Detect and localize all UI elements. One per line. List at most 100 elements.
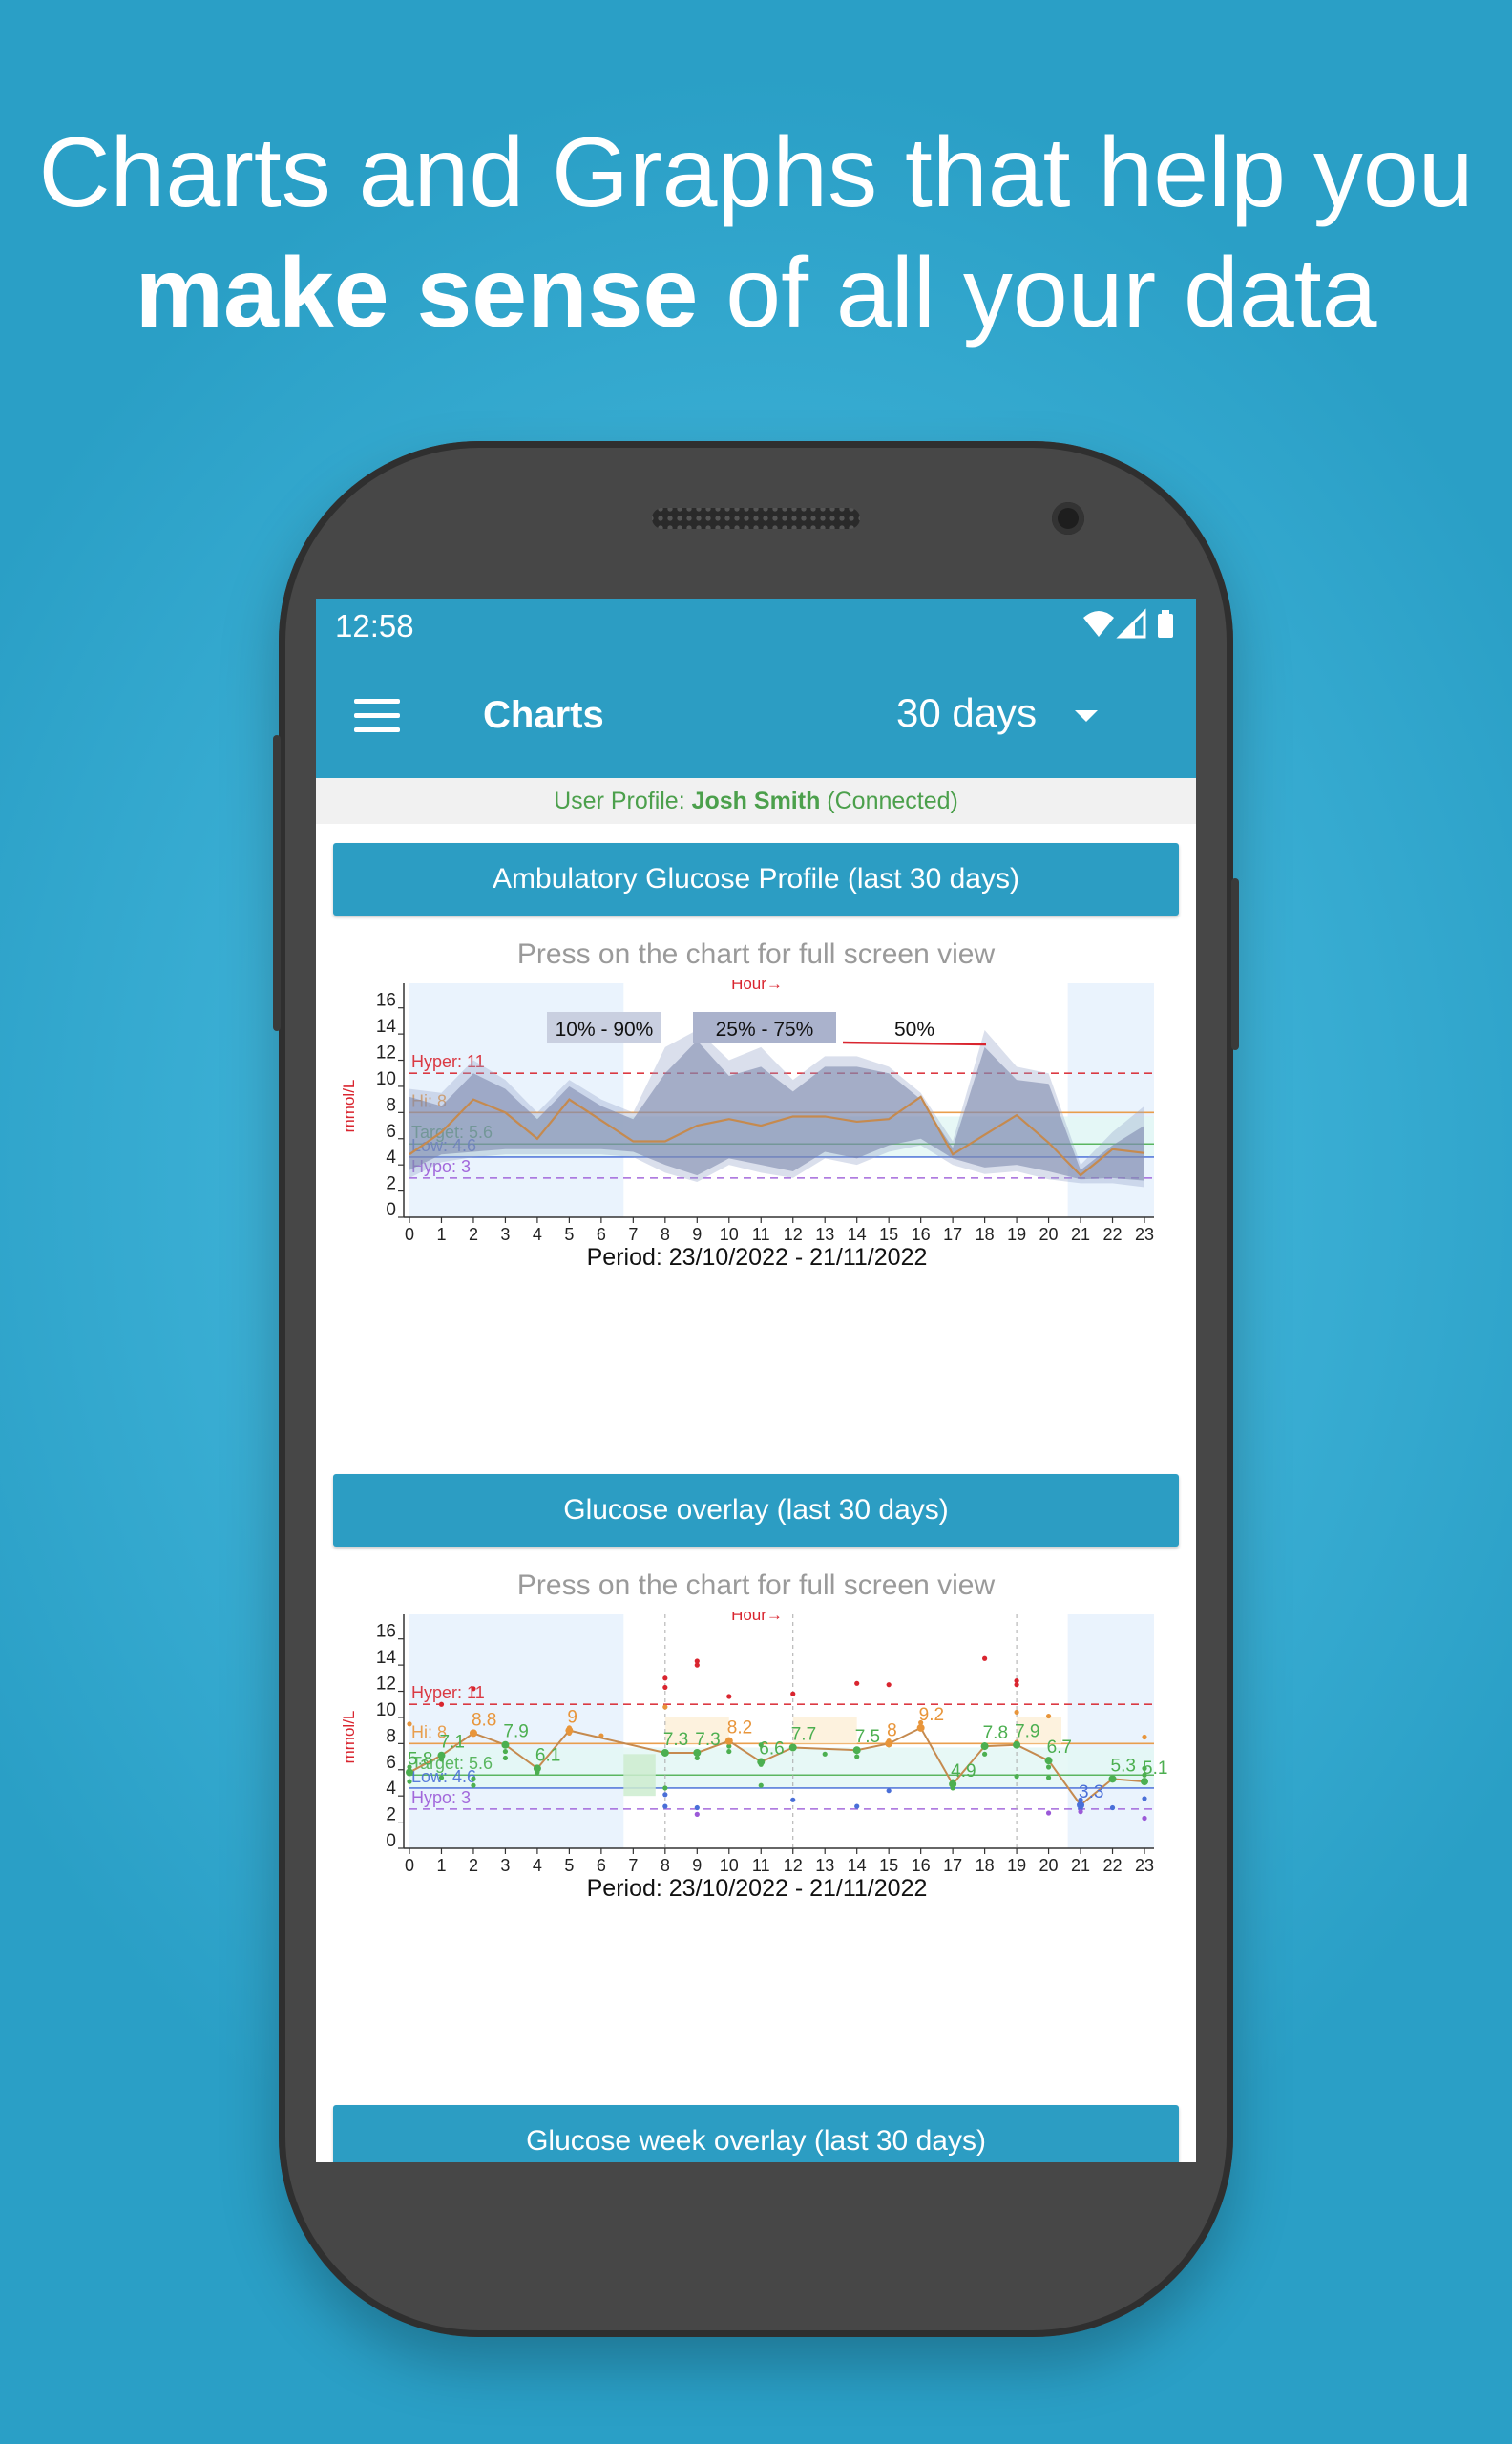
- agp-x-tick-label: 22: [1103, 1225, 1123, 1244]
- agp-x-tick-label: 1: [436, 1225, 446, 1244]
- overlay-data-point: [502, 1755, 509, 1761]
- overlay-y-tick-label: 8: [386, 1726, 396, 1746]
- agp-x-tick-label: 17: [943, 1225, 962, 1244]
- phone-side-button-right: [1231, 878, 1239, 1050]
- overlay-average-label: 7.8: [983, 1723, 1008, 1743]
- overlay-data-point: [1078, 1797, 1083, 1802]
- overlay-data-point: [1014, 1774, 1019, 1780]
- agp-x-tick-label: 20: [1040, 1225, 1059, 1244]
- overlay-average-point: [949, 1780, 957, 1788]
- overlay-average-point: [916, 1723, 925, 1732]
- overlay-data-point: [854, 1754, 860, 1759]
- overlay-x-tick-label: 16: [912, 1856, 931, 1875]
- overlay-average-label: 9: [567, 1708, 578, 1728]
- overlay-average-point: [1108, 1775, 1117, 1783]
- agp-x-tick-label: 13: [815, 1225, 834, 1244]
- overlay-average-point: [1141, 1778, 1148, 1786]
- overlay-data-point: [758, 1782, 764, 1788]
- agp-legend-line: [842, 1041, 987, 1046]
- agp-x-tick-label: 19: [1007, 1225, 1026, 1244]
- headline-line-1: Charts and Graphs that help you: [38, 117, 1474, 228]
- agp-y-tick-label: 4: [386, 1148, 396, 1168]
- overlay-average-label: 7.9: [503, 1722, 528, 1742]
- agp-period-label: Period: 23/10/2022 - 21/11/2022: [587, 1244, 928, 1271]
- agp-y-tick-label: 6: [386, 1122, 396, 1142]
- status-bar: 12:58: [316, 599, 1196, 656]
- overlay-average-point: [852, 1746, 861, 1755]
- overlay-data-point: [502, 1748, 509, 1755]
- battery-icon: [1158, 614, 1173, 638]
- agp-section-button[interactable]: Ambulatory Glucose Profile (last 30 days…: [333, 843, 1179, 916]
- overlay-x-tick-label: 14: [848, 1856, 867, 1875]
- agp-x-tick-label: 6: [597, 1225, 606, 1244]
- overlay-data-point: [1045, 1713, 1052, 1719]
- agp-x-tick-label: 18: [976, 1225, 995, 1244]
- app-bar: Charts 30 days: [316, 656, 1196, 778]
- overlay-data-point: [1109, 1804, 1116, 1811]
- overlay-average-label: 5.8: [408, 1750, 432, 1770]
- overlay-y-tick-label: 12: [376, 1675, 396, 1695]
- signal-fill: [1120, 622, 1135, 637]
- overlay-x-tick-label: 0: [405, 1856, 414, 1875]
- agp-y-tick-label: 10: [376, 1069, 396, 1089]
- menu-icon[interactable]: [354, 699, 400, 733]
- agp-x-tick-label: 9: [692, 1225, 702, 1244]
- week-overlay-section-button[interactable]: Glucose week overlay (last 30 days): [333, 2105, 1179, 2162]
- agp-x-axis-label: Hour→: [731, 980, 783, 993]
- profile-status: (Connected): [820, 788, 958, 814]
- overlay-x-tick-label: 13: [815, 1856, 834, 1875]
- overlay-average-label: 7.3: [695, 1730, 720, 1750]
- overlay-data-point: [662, 1785, 668, 1791]
- page-title: Charts: [483, 694, 604, 736]
- agp-x-tick-label: 2: [469, 1225, 478, 1244]
- agp-y-tick-label: 2: [386, 1174, 396, 1194]
- overlay-data-point: [662, 1704, 668, 1710]
- agp-x-tick-label: 5: [564, 1225, 574, 1244]
- overlay-x-tick-label: 5: [564, 1856, 574, 1875]
- agp-legend-swatch: [547, 1012, 662, 1043]
- overlay-x-tick-label: 12: [784, 1856, 803, 1875]
- overlay-x-tick-label: 1: [436, 1856, 446, 1875]
- agp-x-tick-label: 10: [720, 1225, 739, 1244]
- overlay-average-label: 8: [887, 1720, 897, 1740]
- agp-y-tick-label: 8: [386, 1095, 396, 1115]
- overlay-average-label: 8.2: [727, 1718, 752, 1738]
- overlay-section-button[interactable]: Glucose overlay (last 30 days): [333, 1474, 1179, 1547]
- agp-legend-label: 10% - 90%: [556, 1019, 654, 1041]
- overlay-average-point: [980, 1742, 989, 1751]
- overlay-threshold-label: Hi: 8: [411, 1722, 447, 1741]
- overlay-data-point: [407, 1764, 412, 1770]
- overlay-data-point: [1045, 1775, 1052, 1780]
- overlay-data-point: [982, 1751, 988, 1757]
- overlay-data-point: [854, 1803, 860, 1809]
- overlay-data-point: [694, 1662, 700, 1668]
- overlay-data-point: [886, 1788, 892, 1794]
- screen: 12:58 Charts 30 days User Profile: Josh …: [316, 599, 1196, 2162]
- agp-x-tick-label: 14: [848, 1225, 867, 1244]
- overlay-x-tick-label: 11: [752, 1856, 770, 1875]
- phone-camera: [1052, 502, 1084, 535]
- overlay-x-tick-label: 23: [1135, 1856, 1154, 1875]
- overlay-data-point: [1142, 1815, 1147, 1822]
- overlay-average-point: [693, 1748, 702, 1757]
- overlay-x-tick-label: 9: [692, 1856, 702, 1875]
- overlay-average-point: [565, 1726, 574, 1735]
- overlay-average-label: 7.5: [855, 1727, 880, 1747]
- agp-y-axis-label: mmol/L: [340, 1080, 358, 1133]
- overlay-x-tick-label: 8: [661, 1856, 670, 1875]
- overlay-data-point: [758, 1742, 764, 1748]
- profile-name: Josh Smith: [691, 788, 821, 814]
- agp-x-tick-label: 21: [1071, 1225, 1090, 1244]
- overlay-x-tick-label: 4: [533, 1856, 542, 1875]
- status-time: 12:58: [335, 608, 414, 643]
- overlay-average-point: [469, 1729, 477, 1738]
- overlay-x-tick-label: 3: [500, 1856, 510, 1875]
- overlay-data-point: [1014, 1709, 1019, 1716]
- overlay-y-tick-label: 0: [386, 1831, 396, 1851]
- overlay-meal-box: [1017, 1717, 1061, 1744]
- overlay-x-tick-label: 6: [597, 1856, 606, 1875]
- range-dropdown[interactable]: 30 days: [896, 690, 1099, 736]
- overlay-data-point: [662, 1803, 668, 1809]
